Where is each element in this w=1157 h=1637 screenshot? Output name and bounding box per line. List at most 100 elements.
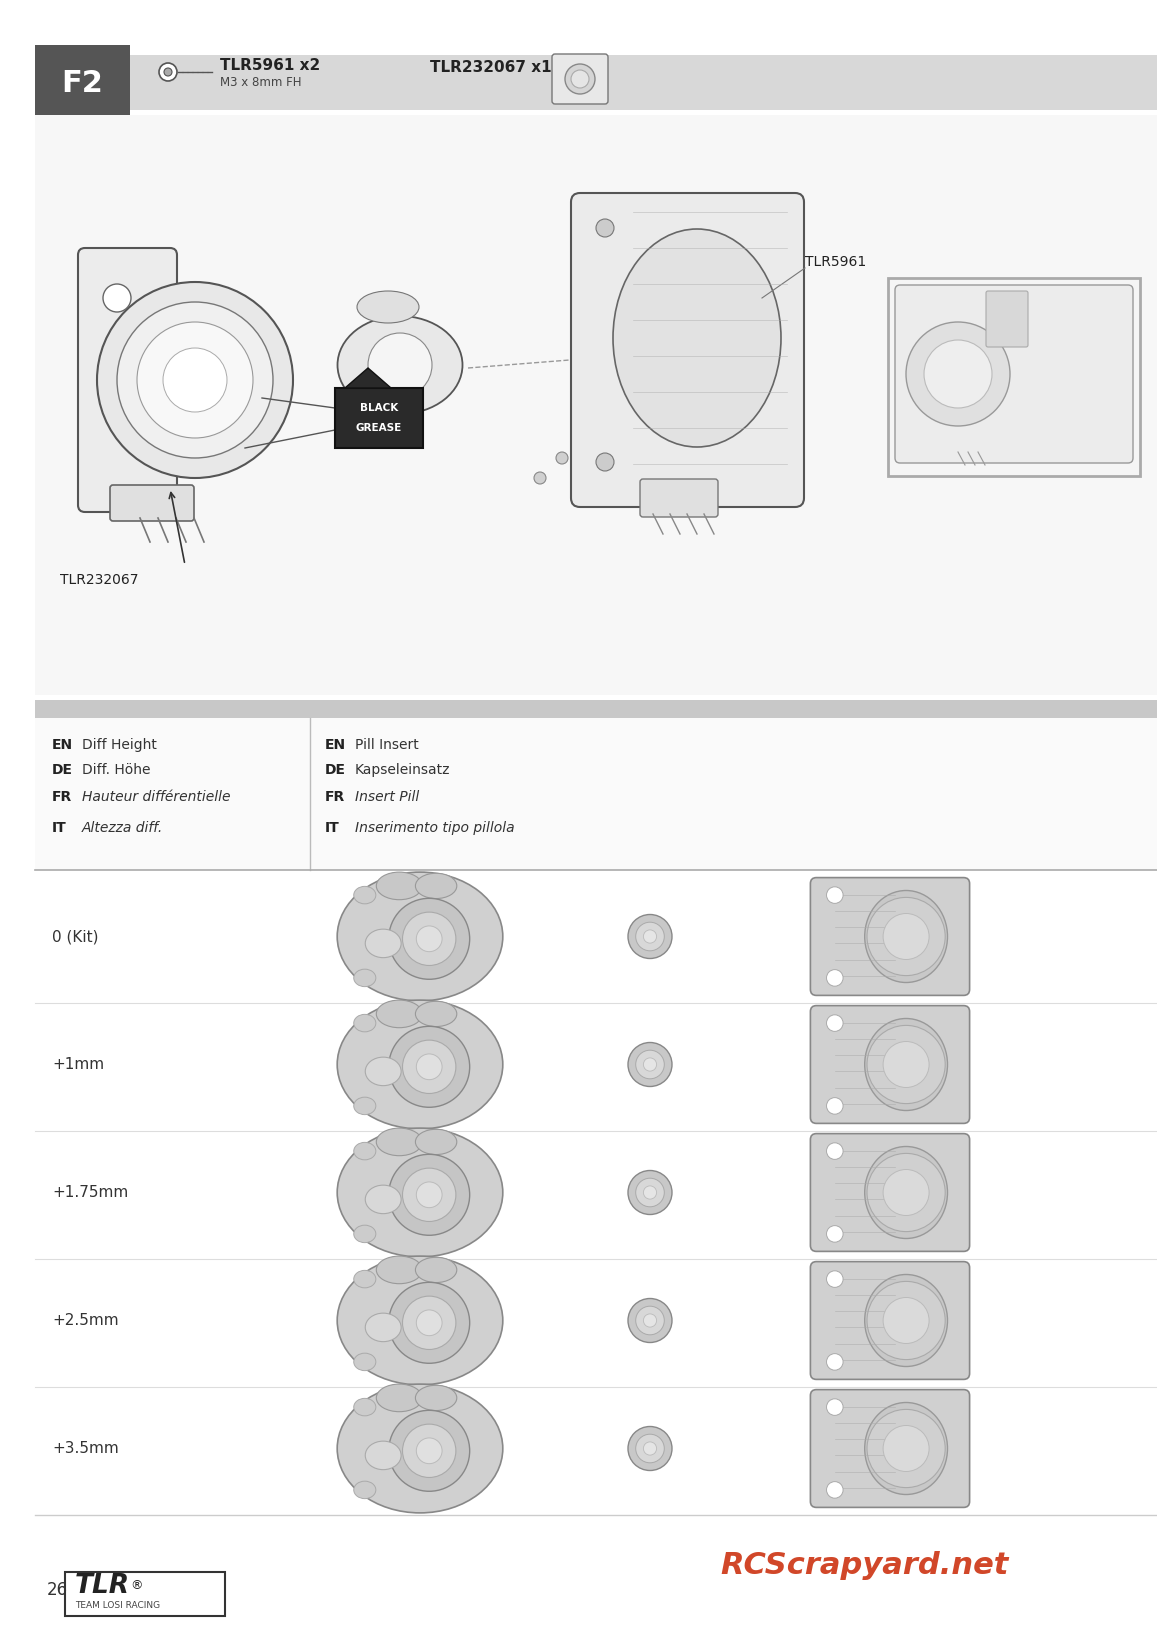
Circle shape: [826, 887, 843, 904]
Ellipse shape: [337, 1128, 503, 1257]
Ellipse shape: [366, 1441, 401, 1470]
Text: F2: F2: [61, 69, 103, 98]
FancyBboxPatch shape: [986, 291, 1029, 347]
FancyBboxPatch shape: [810, 1005, 970, 1123]
Bar: [35, 719, 1157, 869]
Circle shape: [906, 322, 1010, 426]
Circle shape: [826, 969, 843, 985]
Text: RCScrapyard.net: RCScrapyard.net: [720, 1550, 1009, 1580]
Bar: [35, 701, 1157, 719]
Ellipse shape: [864, 1275, 948, 1367]
Circle shape: [883, 913, 929, 959]
Text: M3 x 8mm FH: M3 x 8mm FH: [220, 75, 302, 88]
Ellipse shape: [354, 1224, 376, 1242]
Circle shape: [826, 1354, 843, 1370]
Ellipse shape: [864, 1403, 948, 1495]
Circle shape: [643, 930, 657, 943]
Ellipse shape: [354, 1097, 376, 1115]
Ellipse shape: [354, 1015, 376, 1031]
Circle shape: [826, 1270, 843, 1287]
Circle shape: [97, 282, 293, 478]
Ellipse shape: [376, 873, 422, 900]
Ellipse shape: [337, 873, 503, 1000]
Ellipse shape: [366, 1185, 401, 1213]
Ellipse shape: [358, 408, 419, 439]
Circle shape: [628, 1043, 672, 1087]
Circle shape: [883, 1298, 929, 1344]
Circle shape: [417, 1054, 442, 1080]
Ellipse shape: [366, 930, 401, 958]
Ellipse shape: [376, 1128, 422, 1156]
Circle shape: [403, 1169, 456, 1221]
Circle shape: [883, 1426, 929, 1472]
Bar: [889, 278, 1140, 476]
Text: BLACK: BLACK: [360, 403, 398, 413]
Ellipse shape: [354, 1398, 376, 1416]
Circle shape: [403, 912, 456, 966]
Text: Altezza diff.: Altezza diff.: [82, 822, 163, 835]
Circle shape: [103, 283, 131, 313]
Ellipse shape: [864, 1018, 948, 1110]
Circle shape: [389, 1282, 470, 1364]
Circle shape: [826, 1226, 843, 1242]
FancyBboxPatch shape: [810, 877, 970, 995]
Circle shape: [826, 1481, 843, 1498]
Circle shape: [643, 1442, 657, 1455]
Ellipse shape: [376, 1000, 422, 1028]
Ellipse shape: [415, 1130, 457, 1154]
Circle shape: [389, 1026, 470, 1107]
Circle shape: [635, 1434, 664, 1463]
Text: Inserimento tipo pillola: Inserimento tipo pillola: [355, 822, 515, 835]
Circle shape: [389, 1411, 470, 1491]
Circle shape: [389, 1154, 470, 1236]
Text: Hauteur différentielle: Hauteur différentielle: [82, 791, 230, 804]
Circle shape: [137, 322, 253, 439]
FancyBboxPatch shape: [896, 285, 1133, 463]
Text: TLR: TLR: [75, 1573, 130, 1599]
Circle shape: [417, 927, 442, 951]
Ellipse shape: [337, 1256, 503, 1385]
Circle shape: [159, 62, 177, 80]
Circle shape: [628, 1170, 672, 1215]
Circle shape: [883, 1041, 929, 1087]
Circle shape: [826, 1143, 843, 1159]
Ellipse shape: [366, 1313, 401, 1342]
Polygon shape: [345, 368, 391, 388]
Circle shape: [643, 1058, 657, 1071]
Circle shape: [628, 915, 672, 959]
Ellipse shape: [366, 1058, 401, 1085]
Circle shape: [643, 1185, 657, 1198]
Circle shape: [535, 471, 546, 485]
Bar: [65, 1572, 224, 1616]
Text: +1.75mm: +1.75mm: [52, 1185, 128, 1200]
FancyBboxPatch shape: [810, 1262, 970, 1380]
Circle shape: [572, 70, 589, 88]
Ellipse shape: [376, 1385, 422, 1411]
Ellipse shape: [354, 886, 376, 904]
FancyBboxPatch shape: [810, 1390, 970, 1508]
FancyBboxPatch shape: [640, 480, 718, 517]
Text: EN: EN: [52, 738, 73, 751]
Circle shape: [643, 1315, 657, 1328]
Text: TLR232067: TLR232067: [60, 573, 139, 588]
Circle shape: [403, 1039, 456, 1094]
Text: +1mm: +1mm: [52, 1058, 104, 1072]
Ellipse shape: [338, 316, 463, 414]
FancyBboxPatch shape: [552, 54, 607, 105]
Circle shape: [368, 332, 432, 398]
Ellipse shape: [354, 969, 376, 987]
Circle shape: [826, 1400, 843, 1416]
Circle shape: [117, 301, 273, 458]
FancyBboxPatch shape: [78, 247, 177, 512]
Text: ®: ®: [130, 1580, 142, 1593]
Circle shape: [417, 1182, 442, 1208]
Text: FR: FR: [52, 791, 72, 804]
Circle shape: [635, 922, 664, 951]
Text: TLR232067 x1: TLR232067 x1: [430, 61, 552, 75]
Text: 0 (Kit): 0 (Kit): [52, 930, 98, 945]
Circle shape: [557, 452, 568, 463]
Text: TLR5961: TLR5961: [805, 255, 867, 268]
Text: +2.5mm: +2.5mm: [52, 1313, 119, 1328]
FancyBboxPatch shape: [572, 193, 804, 507]
Circle shape: [596, 219, 614, 237]
